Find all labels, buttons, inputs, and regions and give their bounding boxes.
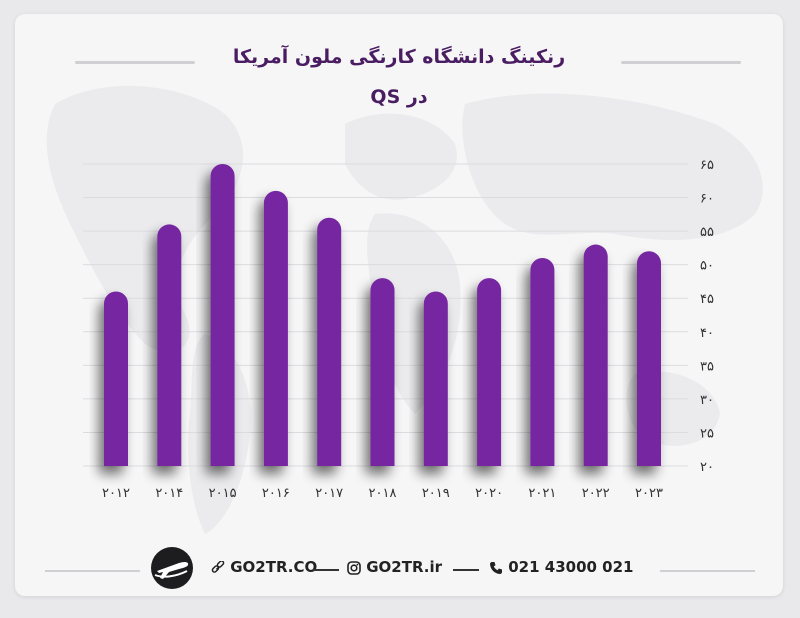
- chart-title-line2: در QS: [370, 86, 428, 108]
- bar: [317, 217, 342, 466]
- x-tick-label: ۲۰۲۰: [475, 486, 503, 501]
- x-tick-label: ۲۰۱۶: [262, 486, 290, 501]
- instagram-icon: [347, 560, 361, 575]
- y-tick-label: ۴۰: [700, 326, 714, 341]
- bar: [477, 278, 502, 466]
- y-tick-label: ۴۵: [700, 292, 714, 307]
- bars: [104, 164, 661, 466]
- bar: [530, 257, 555, 466]
- website-text: GO2TR.CO: [230, 558, 318, 576]
- y-tick-label: ۶۵: [700, 158, 714, 173]
- footer: GO2TR.CO GO2TR.ir 021 43000 021: [15, 540, 783, 589]
- x-tick-label: ۲۰۱۸: [369, 486, 397, 501]
- bar: [157, 224, 182, 466]
- bar: [583, 244, 608, 466]
- airplane-logo-icon: [151, 547, 193, 589]
- x-tick-label: ۲۰۲۳: [635, 486, 663, 501]
- y-tick-label: ۳۰: [700, 393, 714, 408]
- y-axis-ticks: ۲۰ ۲۵ ۳۰ ۳۵ ۴۰ ۴۵ ۵۰ ۵۵ ۶۰ ۶۵: [700, 158, 714, 475]
- footer-separator-2: [453, 569, 479, 571]
- y-tick-label: ۳۵: [700, 359, 714, 374]
- footer-separator-1: [313, 569, 339, 571]
- y-tick-label: ۵۰: [700, 259, 714, 274]
- phone-text: 021 43000 021: [508, 558, 634, 576]
- x-axis-ticks: ۲۰۱۲ ۲۰۱۴ ۲۰۱۵ ۲۰۱۶ ۲۰۱۷ ۲۰۱۸ ۲۰۱۹ ۲۰۲۰ ۲۰۲۱ ۲۰۲۲…: [102, 486, 663, 501]
- link-icon: [211, 560, 225, 573]
- x-tick-label: ۲۰۱۲: [102, 486, 130, 501]
- x-tick-label: ۲۰۱۹: [422, 486, 450, 501]
- footer-rule-left: [45, 570, 140, 572]
- y-tick-label: ۵۵: [700, 225, 714, 240]
- phone-icon: [490, 561, 502, 574]
- y-tick-label: ۶۰: [700, 192, 714, 207]
- instagram-text: GO2TR.ir: [366, 558, 443, 576]
- bar: [263, 190, 288, 466]
- chart-card: رنکینگ دانشگاه کارنگی ملون آمریکا در QS …: [15, 14, 783, 596]
- footer-rule-right: [660, 570, 755, 572]
- bar: [423, 291, 448, 466]
- phone-item[interactable]: 021 43000 021: [489, 558, 634, 576]
- chart-title: رنکینگ دانشگاه کارنگی ملون آمریکا در QS: [15, 42, 783, 114]
- x-tick-label: ۲۰۲۱: [528, 486, 556, 501]
- bar: [104, 291, 128, 466]
- y-tick-label: ۲۵: [700, 426, 714, 441]
- y-tick-label: ۲۰: [700, 460, 714, 475]
- title-rule-left: [75, 61, 195, 64]
- chart-title-line1: رنکینگ دانشگاه کارنگی ملون آمریکا: [232, 46, 566, 68]
- bar: [637, 251, 661, 466]
- instagram-item[interactable]: GO2TR.ir: [347, 558, 442, 576]
- bar: [370, 278, 395, 466]
- title-rule-right: [621, 61, 741, 64]
- x-tick-label: ۲۰۲۲: [582, 486, 610, 501]
- website-item[interactable]: GO2TR.CO: [211, 558, 317, 576]
- x-tick-label: ۲۰۱۷: [315, 486, 343, 501]
- x-tick-label: ۲۰۱۴: [155, 486, 183, 501]
- x-tick-label: ۲۰۱۵: [209, 486, 237, 501]
- bar: [210, 164, 235, 466]
